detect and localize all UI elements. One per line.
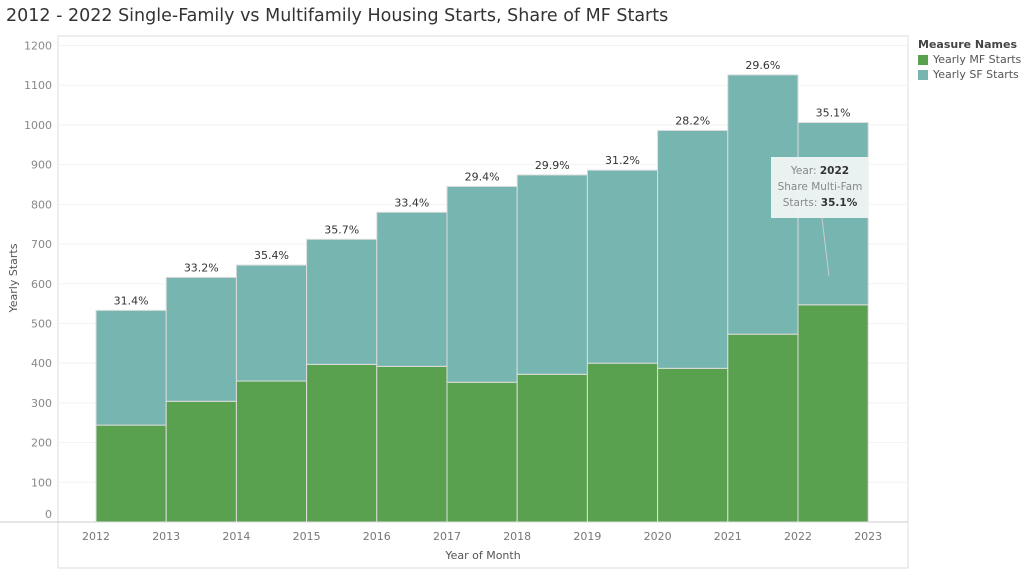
legend-item-sf[interactable]: Yearly SF Starts — [918, 68, 1021, 81]
x-tick-label: 2014 — [222, 530, 250, 543]
tooltip-starts-label: Starts: — [782, 197, 818, 209]
x-tick-label: 2017 — [433, 530, 461, 543]
tooltip-year: 2022 — [819, 165, 850, 177]
chart-title: 2012 - 2022 Single-Family vs Multifamily… — [6, 6, 669, 26]
bar-sf — [95, 309, 167, 426]
y-tick-label: 200 — [31, 437, 52, 450]
y-tick-label: 600 — [31, 278, 52, 291]
y-tick-label: 0 — [45, 508, 52, 521]
x-axis-title: Year of Month — [444, 549, 520, 562]
legend-label: Yearly MF Starts — [933, 53, 1022, 66]
tooltip-share-label: Share Multi-Fam — [777, 181, 863, 193]
bar-mf — [657, 367, 729, 523]
y-tick-label: 800 — [31, 198, 52, 211]
data-label: 29.6% — [745, 59, 780, 72]
bar-sf — [165, 276, 237, 402]
tooltip-share: 35.1% — [820, 197, 858, 209]
x-tick-label: 2015 — [293, 530, 321, 543]
bar-mf — [446, 381, 518, 523]
tooltip-pointer — [821, 217, 830, 277]
bar-mf — [306, 363, 378, 523]
x-tick-label: 2022 — [784, 530, 812, 543]
legend-title: Measure Names — [918, 38, 1018, 51]
x-tick-label: 2016 — [363, 530, 391, 543]
y-tick-label: 1100 — [24, 79, 52, 92]
y-tick-label: 500 — [31, 317, 52, 330]
bar-mf — [376, 365, 448, 523]
bar-sf — [516, 174, 588, 375]
bar-sf — [306, 238, 378, 365]
data-label: 31.2% — [605, 154, 640, 167]
y-tick-label: 1000 — [24, 119, 52, 132]
bar-mf — [586, 362, 659, 523]
x-tick-label: 2021 — [714, 530, 742, 543]
data-label: 29.9% — [535, 159, 570, 172]
bar-mf — [95, 424, 167, 523]
legend: Measure Names Yearly MF Starts Yearly SF… — [918, 38, 1021, 81]
y-tick-label: 400 — [31, 357, 52, 370]
bar-mf — [165, 400, 237, 523]
bar-mf — [235, 380, 308, 523]
plot-frame — [57, 35, 909, 569]
y-axis-title: Yearly Starts — [7, 243, 20, 313]
x-tick-label: 2013 — [152, 530, 180, 543]
bar-sf — [376, 211, 448, 367]
data-label: 35.1% — [816, 107, 851, 120]
data-label: 35.4% — [254, 249, 289, 262]
bar-sf — [235, 264, 308, 382]
data-label: 28.2% — [675, 114, 710, 127]
y-tick-label: 300 — [31, 397, 52, 410]
tooltip: Year: 2022 Share Multi-Fam Starts: 35.1% — [771, 157, 869, 218]
bar-sf — [586, 169, 659, 364]
legend-label: Yearly SF Starts — [933, 68, 1019, 81]
data-label: 31.4% — [114, 294, 149, 307]
bar-mf — [727, 333, 799, 523]
y-tick-label: 700 — [31, 238, 52, 251]
tooltip-year-label: Year: — [790, 165, 817, 177]
bar-mf — [797, 304, 869, 523]
x-tick-label: 2020 — [644, 530, 672, 543]
x-tick-label: 2012 — [82, 530, 110, 543]
legend-swatch — [918, 69, 928, 80]
x-tick-label: 2019 — [573, 530, 601, 543]
y-tick-label: 900 — [31, 159, 52, 172]
x-tick-label: 2023 — [854, 530, 882, 543]
data-label: 33.4% — [394, 196, 429, 209]
y-tick-label: 1200 — [24, 40, 52, 53]
bar-sf — [446, 185, 518, 383]
data-label: 29.4% — [465, 170, 500, 183]
x-tick-label: 2018 — [503, 530, 531, 543]
data-label: 35.7% — [324, 223, 359, 236]
bar-sf — [657, 129, 729, 369]
bar-mf — [516, 373, 588, 523]
legend-item-mf[interactable]: Yearly MF Starts — [918, 53, 1021, 66]
legend-swatch — [918, 54, 928, 65]
y-tick-label: 100 — [31, 476, 52, 489]
data-label: 33.2% — [184, 261, 219, 274]
